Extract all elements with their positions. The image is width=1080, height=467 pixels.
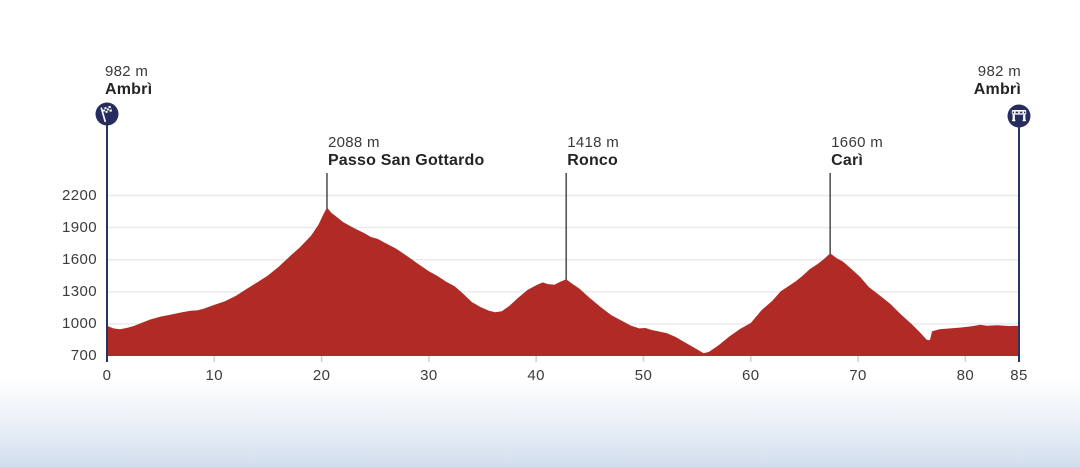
x-axis-tick-label: 40: [527, 367, 545, 384]
marker-elevation-label: 2088 m: [327, 134, 380, 151]
x-axis-tick-label: 80: [956, 367, 975, 384]
x-axis-tick-label: 10: [205, 367, 224, 384]
marker-name-label: Ronco: [567, 152, 618, 169]
marker-elevation-label: 1660 m: [831, 134, 883, 151]
y-axis-tick-label: 2200: [62, 186, 97, 204]
marker-name-label: Carì: [831, 152, 864, 169]
start-badge: [95, 102, 119, 126]
y-axis-tick-label: 1900: [62, 218, 97, 236]
y-axis-tick-label: 1600: [62, 250, 97, 268]
marker-name-label: Ambrì: [105, 81, 153, 98]
x-axis-tick-label: 70: [849, 367, 867, 384]
x-axis-tick-label: 85: [1010, 367, 1028, 384]
marker-elevation-label: 982 m: [977, 63, 1021, 80]
x-axis-tick-label: 30: [420, 367, 438, 384]
marker-elevation-label: 1418 m: [567, 134, 620, 151]
y-axis-tick-label: 700: [70, 347, 97, 364]
x-axis-tick-label: 50: [634, 367, 653, 384]
finish-badge: [1007, 104, 1031, 128]
y-axis-tick-label: 1300: [62, 282, 97, 300]
elevation-area: [107, 207, 1019, 356]
marker-name-label: Passo San Gottardo: [327, 152, 485, 169]
y-axis-tick-label: 1000: [62, 314, 97, 332]
checkered-flag-icon: [100, 105, 113, 123]
x-axis-tick-label: 20: [312, 367, 331, 384]
marker-elevation-label: 982 m: [105, 63, 149, 80]
marker-name-label: Ambrì: [973, 81, 1021, 98]
x-axis-tick-label: 60: [742, 367, 760, 384]
finish-arch-icon: [1011, 110, 1027, 122]
x-axis-tick-label: 0: [102, 367, 112, 384]
